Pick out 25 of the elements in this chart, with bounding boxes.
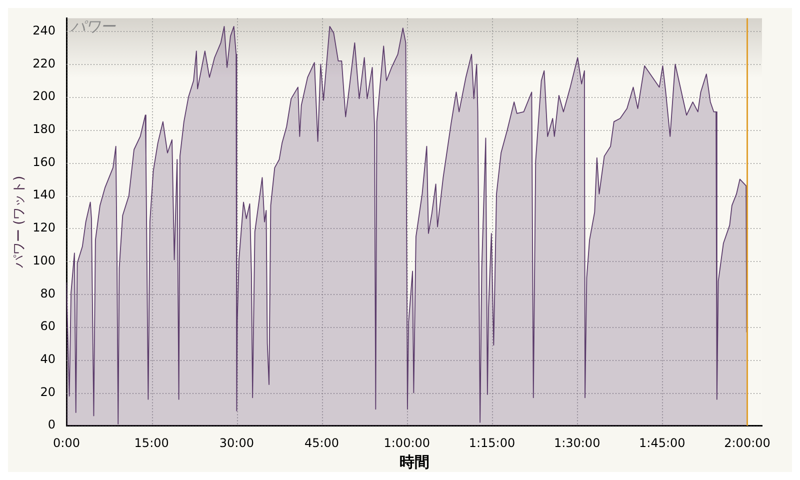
y-axis-title: パワー (ワット) xyxy=(12,176,28,270)
x-tick-label: 15:00 xyxy=(134,436,169,450)
x-tick-label: 2:00:00 xyxy=(724,436,770,450)
y-tick-label: 180 xyxy=(32,122,56,136)
x-tick-label: 1:15:00 xyxy=(468,436,516,450)
chart-title: パワー xyxy=(70,18,117,36)
y-tick-label: 20 xyxy=(40,384,56,399)
x-tick-label: 1:45:00 xyxy=(639,436,686,450)
x-tick-label: 1:30:00 xyxy=(554,436,600,450)
y-tick-label: 100 xyxy=(32,253,56,268)
y-tick-label: 240 xyxy=(32,23,56,38)
y-tick-label: 80 xyxy=(40,286,56,300)
x-tick-label: 45:00 xyxy=(304,436,340,450)
x-tick-label: 30:00 xyxy=(219,436,254,450)
y-tick-label: 0 xyxy=(48,418,56,432)
x-axis-title: 時間 xyxy=(399,452,430,471)
x-tick-label: 1:00:00 xyxy=(384,436,430,450)
y-tick-label: 200 xyxy=(32,89,56,104)
y-tick-label: 140 xyxy=(32,188,56,202)
y-tick-label: 220 xyxy=(32,56,56,70)
y-tick-label: 160 xyxy=(32,154,56,169)
y-tick-label: 120 xyxy=(32,220,56,235)
y-tick-label: 40 xyxy=(40,352,56,366)
y-tick-label: 60 xyxy=(40,319,56,334)
x-tick-label: 0:00 xyxy=(53,436,80,450)
